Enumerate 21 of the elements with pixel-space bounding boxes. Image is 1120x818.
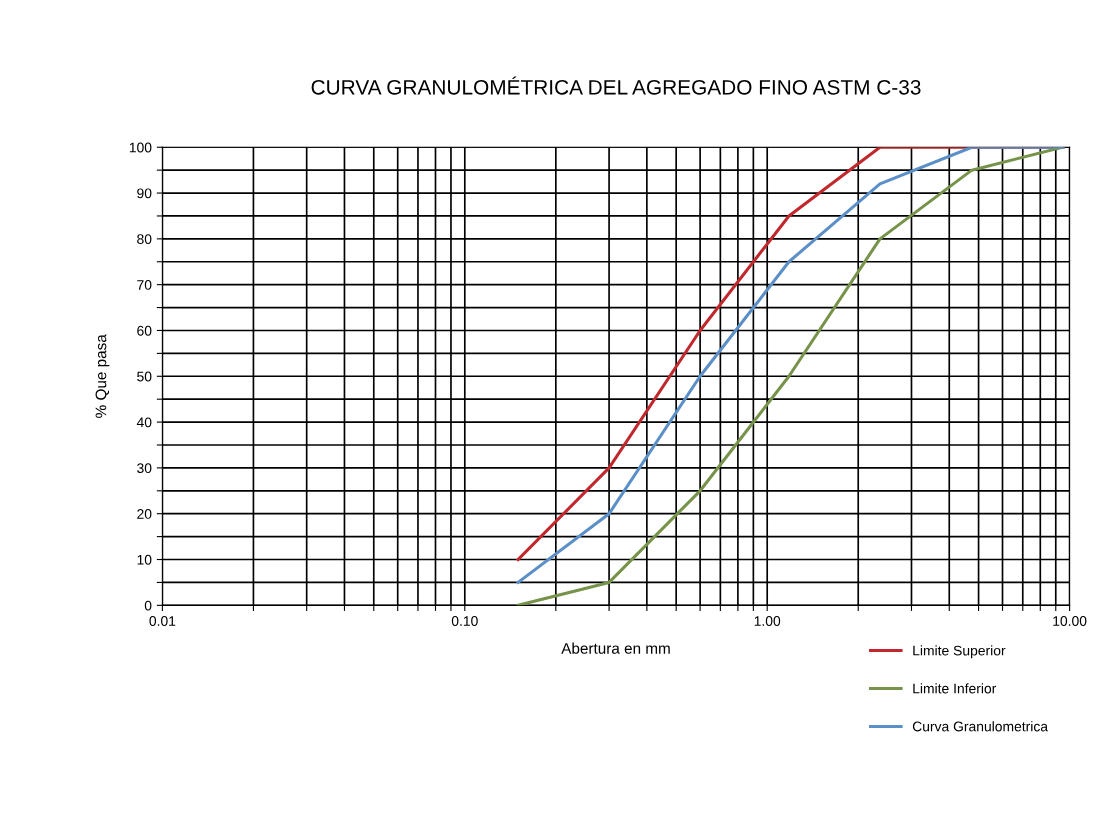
x-axis-title: Abertura en mm <box>561 642 670 654</box>
y-tick-label: 100 <box>129 142 152 153</box>
y-tick-label: 70 <box>137 280 152 290</box>
x-tick-label: 0.10 <box>451 616 478 626</box>
y-tick-label: 0 <box>144 600 152 611</box>
legend-label: Limite Superior <box>913 645 1006 659</box>
y-tick-label: 90 <box>137 188 152 199</box>
y-tick-label: 20 <box>137 509 152 519</box>
x-tick-label: 0.01 <box>149 616 176 626</box>
y-tick-label: 50 <box>137 371 152 382</box>
y-tick-label: 30 <box>137 463 152 474</box>
y-tick-label: 60 <box>137 325 152 336</box>
y-tick-label: 10 <box>137 554 152 565</box>
chart-title: CURVA GRANULOMÉTRICA DEL AGREGADO FINO ASTM C-33 <box>311 76 921 95</box>
y-tick-label: 40 <box>136 417 152 428</box>
x-tick-label: 1.00 <box>754 616 781 626</box>
legend-label: Limite Inferior <box>913 683 997 694</box>
y-tick-label: 80 <box>137 234 152 245</box>
x-tick-label: 10.00 <box>1053 616 1087 626</box>
legend-label: Curva Granulometrica <box>912 721 1049 732</box>
y-axis-title: % Que pasa <box>95 334 110 418</box>
